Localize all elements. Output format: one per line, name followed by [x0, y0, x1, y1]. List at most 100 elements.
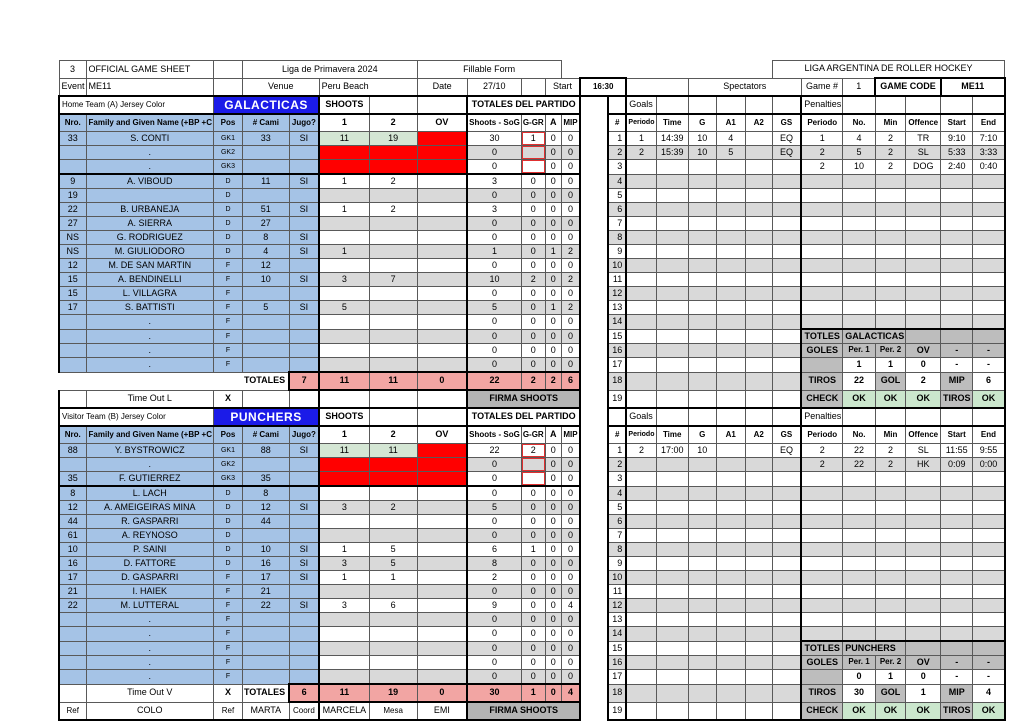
mesa-name[interactable]: EMI [416, 701, 468, 721]
shot-ov[interactable] [416, 202, 468, 217]
shots-sog[interactable]: 0 [466, 485, 522, 501]
goal-gs[interactable] [771, 244, 803, 259]
goal-time[interactable] [655, 612, 689, 627]
player-jugo[interactable]: SI [288, 570, 320, 585]
pen-offence[interactable] [905, 514, 942, 529]
goal-time[interactable] [655, 514, 689, 529]
player-jugo[interactable]: SI [288, 598, 320, 613]
player-cami[interactable] [241, 612, 290, 627]
shot-period2[interactable]: 19 [368, 131, 418, 146]
shot-period1[interactable]: 1 [318, 542, 370, 557]
player-jugo[interactable]: SI [288, 300, 320, 315]
player-jugo[interactable] [288, 655, 320, 670]
mip[interactable]: 0 [560, 528, 582, 543]
shot-period2[interactable]: 2 [368, 173, 418, 189]
player-nro[interactable] [57, 145, 87, 160]
goal-periodo[interactable] [625, 640, 657, 656]
player-name[interactable]: . [85, 626, 214, 642]
pen-periodo[interactable] [800, 314, 844, 330]
pen-end[interactable] [972, 500, 1006, 515]
pen-end[interactable] [972, 471, 1006, 487]
shot-period2[interactable] [368, 471, 418, 487]
pen-offence[interactable]: DOG [905, 159, 942, 175]
goal-gs[interactable] [771, 328, 803, 344]
shots-sog[interactable]: 8 [466, 556, 522, 571]
goal-periodo[interactable] [625, 514, 657, 529]
g-gr[interactable]: 0 [520, 173, 546, 189]
shot-period1[interactable] [318, 485, 370, 501]
pen-no[interactable] [842, 244, 876, 259]
mip[interactable]: 0 [560, 612, 582, 627]
mip[interactable]: 0 [560, 457, 582, 472]
pen-min[interactable] [874, 500, 907, 515]
player-name[interactable] [85, 188, 214, 203]
assists[interactable]: 1 [544, 300, 562, 315]
goal-gs[interactable] [771, 528, 803, 543]
pen-min[interactable] [874, 216, 907, 231]
assists[interactable]: 0 [544, 542, 562, 557]
pen-periodo[interactable] [800, 272, 844, 287]
goal-time[interactable] [655, 258, 689, 273]
shot-period2[interactable] [368, 514, 418, 529]
goal-a1[interactable] [715, 485, 746, 501]
pen-start[interactable] [940, 485, 974, 501]
pen-min[interactable] [874, 188, 907, 203]
goal-gs[interactable] [771, 173, 803, 189]
goal-g[interactable] [687, 612, 717, 627]
pen-offence[interactable] [905, 612, 942, 627]
summary-goles-value[interactable]: 0 [842, 669, 876, 685]
goal-time[interactable]: 17:00 [655, 443, 689, 458]
goal-periodo[interactable] [625, 457, 657, 472]
total-assists[interactable]: 2 [544, 371, 562, 391]
player-cami[interactable] [241, 357, 290, 373]
goal-a1[interactable] [715, 343, 746, 358]
timeout-x[interactable]: X [212, 389, 243, 409]
shots-sog[interactable]: 0 [466, 343, 522, 358]
player-name[interactable]: . [85, 640, 214, 656]
player-nro[interactable] [57, 343, 87, 358]
goal-periodo[interactable]: 2 [625, 443, 657, 458]
total-ggr[interactable]: 1 [520, 683, 546, 703]
player-jugo[interactable] [288, 258, 320, 273]
shot-period2[interactable]: 1 [368, 570, 418, 585]
player-cami[interactable]: 88 [241, 443, 290, 458]
player-nro[interactable]: 61 [57, 528, 87, 543]
mip[interactable]: 0 [560, 570, 582, 585]
goal-a1[interactable] [715, 514, 746, 529]
player-jugo[interactable] [288, 528, 320, 543]
player-nro[interactable]: 12 [57, 500, 87, 515]
shot-period2[interactable] [368, 669, 418, 685]
pen-min[interactable] [874, 626, 907, 642]
mip[interactable]: 0 [560, 500, 582, 515]
pen-end[interactable] [972, 173, 1006, 189]
goal-time[interactable] [655, 655, 689, 670]
pen-end[interactable] [972, 300, 1006, 315]
player-pos[interactable]: D [212, 188, 243, 203]
goal-gs[interactable] [771, 669, 803, 685]
goal-a1[interactable] [715, 640, 746, 656]
goal-a1[interactable] [715, 300, 746, 315]
pen-start[interactable] [940, 528, 974, 543]
shot-ov[interactable] [416, 159, 468, 175]
goal-a1[interactable] [715, 286, 746, 301]
player-jugo[interactable] [288, 457, 320, 472]
player-cami[interactable]: 17 [241, 570, 290, 585]
assists[interactable]: 0 [544, 556, 562, 571]
shot-ov[interactable] [416, 626, 468, 642]
goal-a1[interactable] [715, 230, 746, 245]
pen-start[interactable] [940, 230, 974, 245]
g-gr[interactable] [520, 457, 546, 472]
player-cami[interactable] [241, 457, 290, 472]
player-nro[interactable]: 88 [57, 443, 87, 458]
player-jugo[interactable] [288, 145, 320, 160]
mip[interactable]: 0 [560, 640, 582, 656]
goal-a1[interactable] [715, 612, 746, 627]
pen-periodo[interactable] [800, 244, 844, 259]
player-jugo[interactable]: SI [288, 443, 320, 458]
summary-mip-value[interactable]: 6 [972, 371, 1006, 391]
goal-a2[interactable] [744, 314, 773, 330]
assists[interactable]: 0 [544, 188, 562, 203]
goal-g[interactable] [687, 188, 717, 203]
goal-a2[interactable] [744, 655, 773, 670]
pen-offence[interactable]: TR [905, 131, 942, 146]
